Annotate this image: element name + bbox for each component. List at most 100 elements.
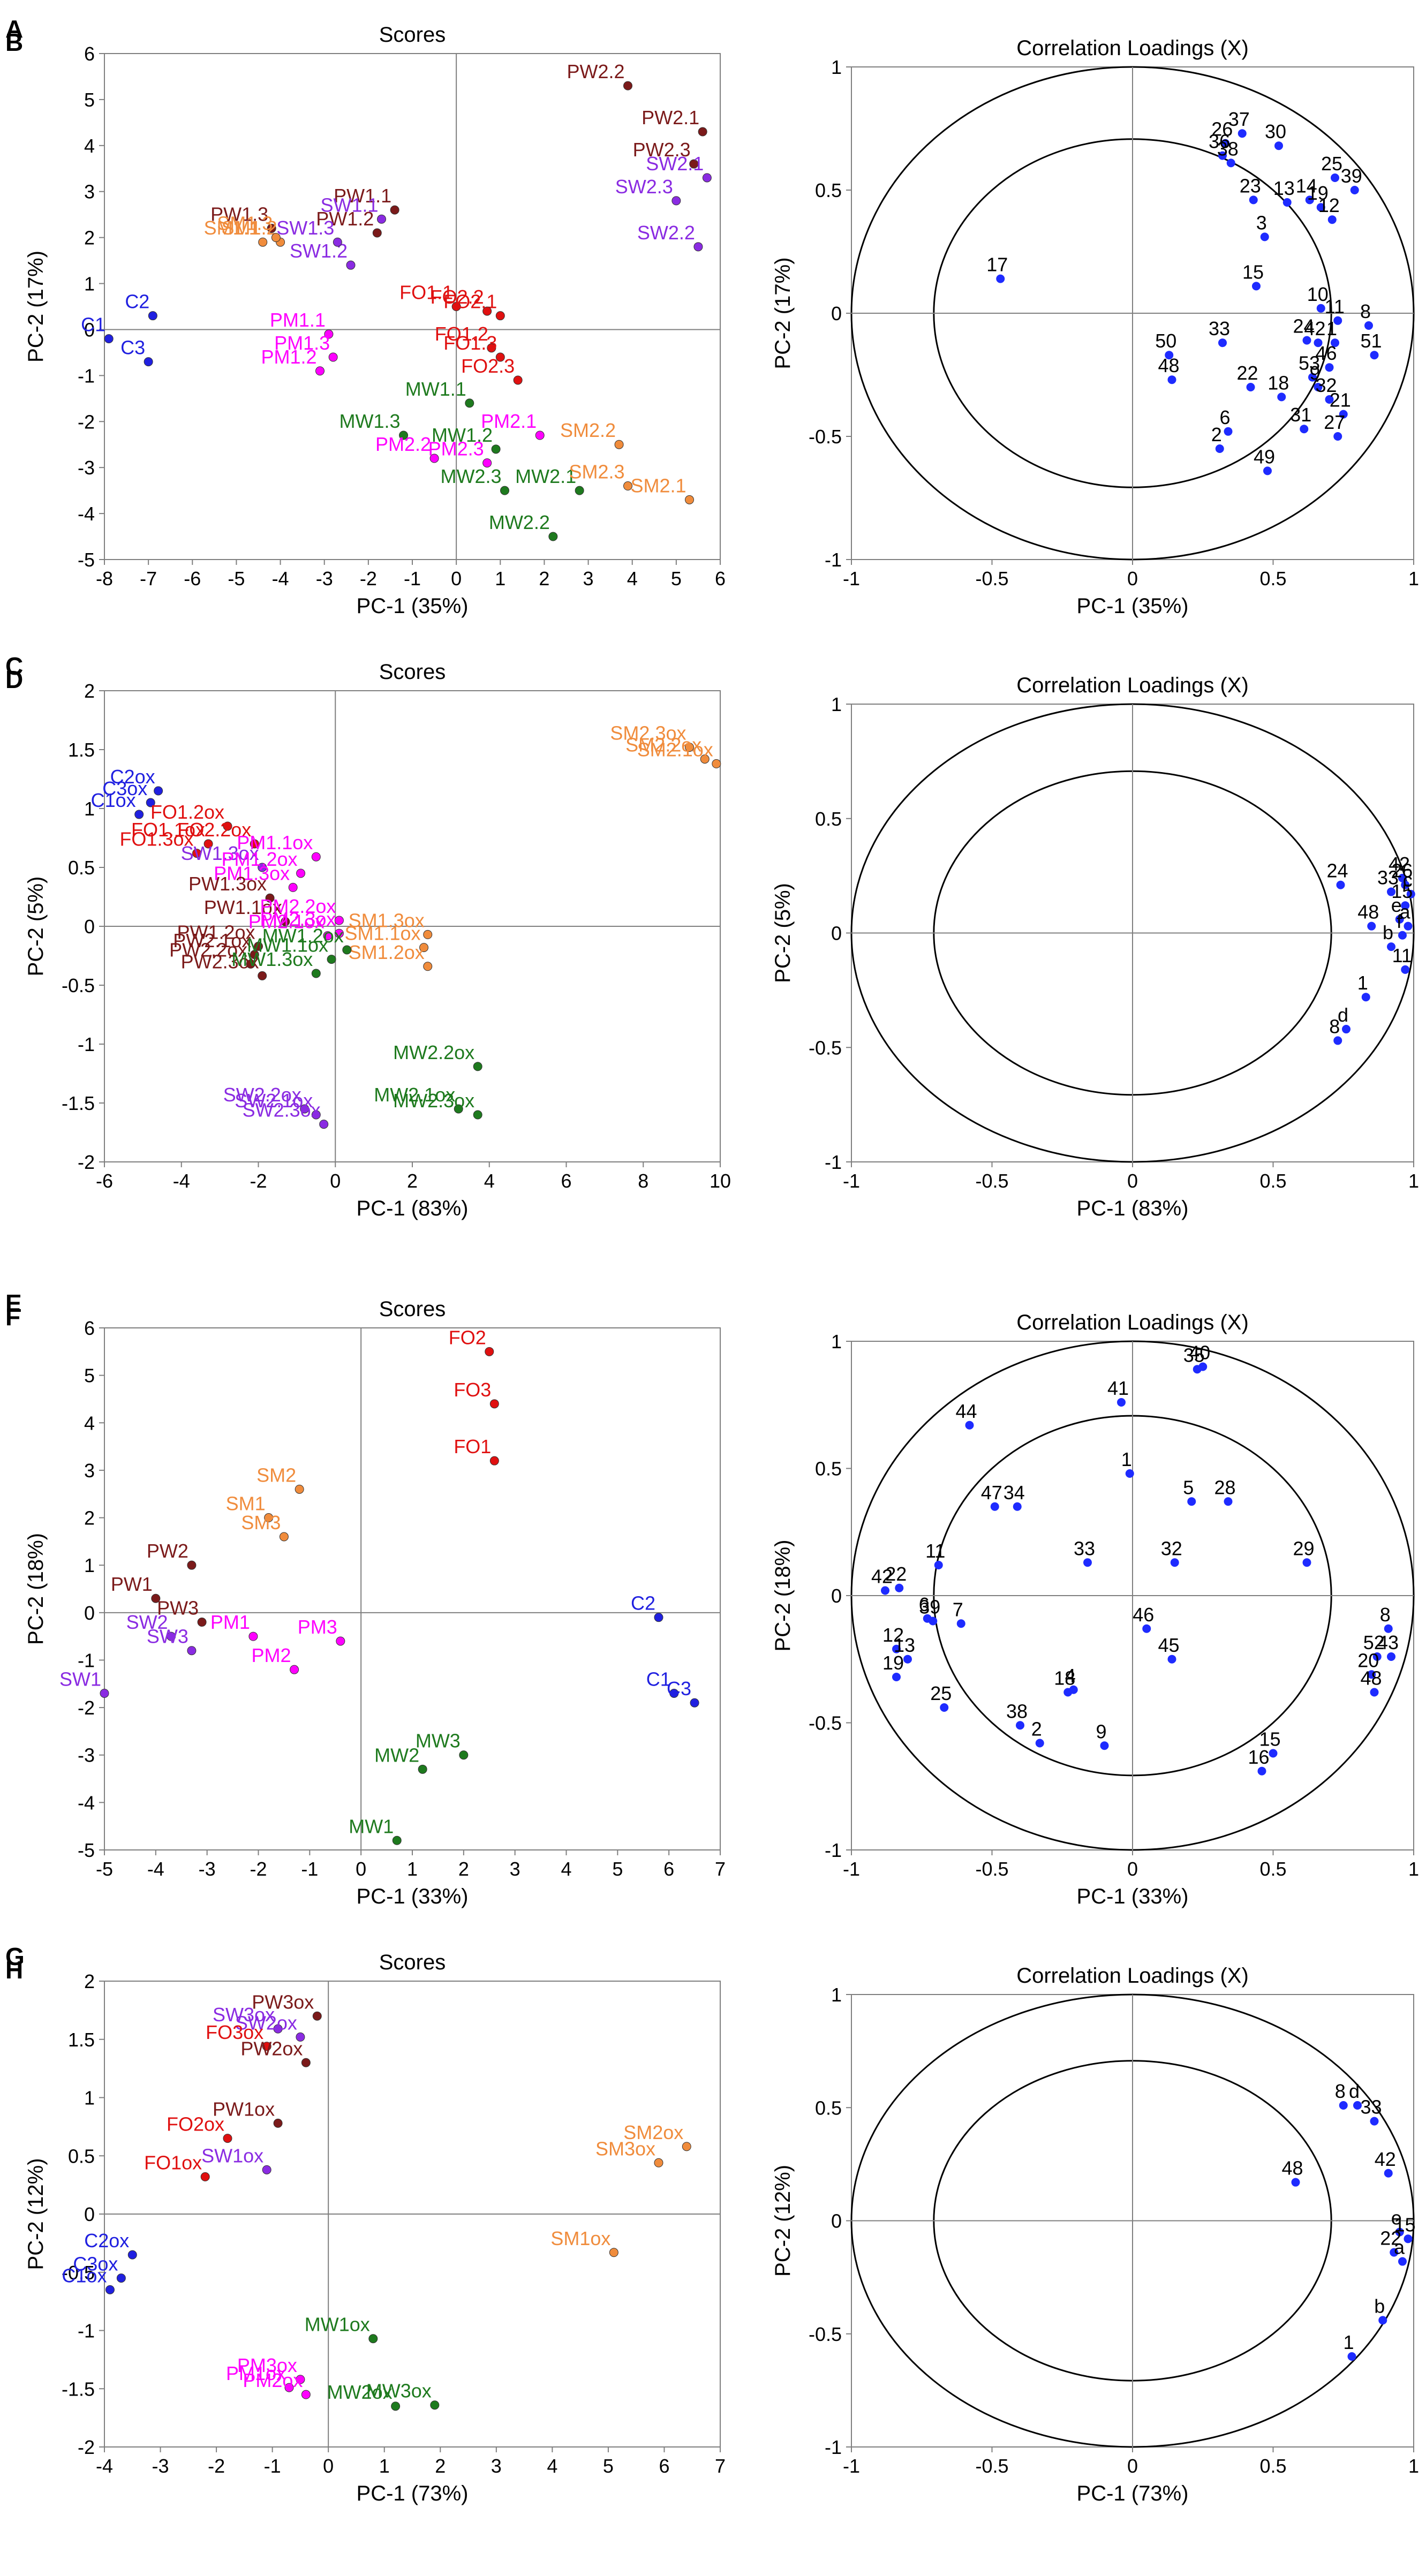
loading-point (1364, 321, 1373, 330)
score-point (265, 893, 275, 903)
loading-point-label: 26 (1211, 118, 1233, 140)
score-point-label: PM3ox (237, 2354, 297, 2376)
x-tick-label: 0.5 (1259, 2455, 1286, 2477)
y-tick-label: 2 (84, 1970, 95, 1992)
chart-title: Correlation Loadings (X) (1016, 1311, 1249, 1334)
loading-point-label: 19 (1307, 182, 1329, 204)
loading-point-label: 38 (1006, 1700, 1028, 1722)
x-tick-label: 10 (710, 1170, 731, 1192)
score-point (575, 486, 584, 495)
score-point (333, 237, 342, 247)
loading-point-label: 42 (1375, 2148, 1396, 2170)
x-tick-label: 3 (583, 568, 594, 590)
score-point (489, 1399, 499, 1409)
loading-point-label: 32 (1315, 374, 1337, 396)
score-point-label: MW1.1 (405, 378, 466, 400)
score-point-label: SW2.2 (637, 222, 695, 244)
score-point (267, 223, 276, 233)
score-point-label: PW1.2ox (177, 921, 255, 943)
score-point (473, 1062, 482, 1071)
score-point-label: C2 (125, 291, 149, 313)
score-point-label: FO3 (454, 1379, 491, 1401)
x-tick-label: 6 (659, 2455, 669, 2477)
loading-point-label: 18 (1267, 372, 1289, 394)
loading-point (1406, 889, 1415, 898)
score-point (392, 1835, 402, 1845)
loading-point (892, 1644, 901, 1653)
score-point (685, 743, 694, 752)
loading-point-label: 37 (1228, 108, 1250, 130)
score-point-label: SW2.3ox (243, 1099, 321, 1121)
score-point-label: PM1 (210, 1611, 250, 1633)
score-point (495, 352, 505, 362)
loading-point-label: 22 (885, 1563, 907, 1585)
score-point-label: PW2.1 (642, 107, 699, 129)
score-point (296, 2375, 305, 2384)
y-axis-label: PC-2 (17%) (771, 258, 795, 369)
score-point (712, 759, 721, 768)
score-point-label: SM2 (256, 1464, 296, 1486)
score-point-label: FO1.2 (435, 323, 488, 345)
score-point-label: FO2.3 (461, 355, 515, 377)
loading-point-label: 8 (1329, 1015, 1340, 1037)
y-tick-label: -2 (78, 2436, 95, 2458)
loading-point (1302, 1558, 1311, 1567)
loading-point-label: 6 (919, 1593, 930, 1615)
panel-h: H Correlation Loadings (X) -1 -0.5 0 0.5 1 -1 -0… (5, 1956, 1419, 2505)
y-tick-label: 1 (84, 1554, 95, 1576)
x-tick-label: 0 (323, 2455, 334, 2477)
loading-point (1395, 2227, 1404, 2237)
loading-point-label: 18 (1054, 1667, 1075, 1689)
score-point (127, 2250, 137, 2260)
loading-point-label: 25 (930, 1682, 952, 1704)
score-point-label: SM2.3 (569, 461, 624, 483)
score-point-label: PW1.2 (316, 208, 374, 230)
score-point (311, 852, 321, 862)
score-point (334, 928, 344, 938)
x-tick-label: -1 (843, 1858, 860, 1880)
loading-point (1142, 1624, 1151, 1633)
loading-point (1252, 282, 1261, 291)
loading-point-label: 46 (1315, 342, 1337, 364)
score-point-label: SW2ox (235, 2012, 297, 2034)
score-point (281, 917, 290, 926)
score-point (319, 1120, 329, 1129)
panel-letter: H (5, 1956, 23, 1984)
score-point (548, 532, 558, 541)
loading-point-label: 12 (882, 1624, 904, 1646)
score-point-label: PW2.2 (567, 61, 624, 82)
score-point-label: SW3 (147, 1626, 188, 1648)
score-point-label: C3ox (73, 2253, 118, 2275)
loading-point-label: 23 (1240, 175, 1261, 197)
loading-point (1224, 427, 1233, 436)
x-tick-label: 5 (603, 2455, 614, 2477)
score-point (323, 931, 333, 941)
x-tick-label: -0.5 (975, 568, 1008, 590)
score-point (459, 1750, 469, 1760)
x-tick-label: 6 (663, 1858, 674, 1880)
loading-point (929, 1616, 938, 1626)
y-tick-label: 0.5 (815, 2097, 842, 2119)
score-point (368, 2334, 378, 2344)
loading-point (1238, 129, 1247, 138)
loading-point (1339, 2101, 1348, 2110)
score-point (258, 863, 267, 872)
score-point (535, 430, 545, 440)
loading-point (996, 274, 1005, 283)
loading-point (1100, 1741, 1109, 1750)
score-point (290, 1665, 299, 1674)
score-point (295, 1484, 304, 1494)
loading-point-label: 20 (1357, 1649, 1379, 1671)
x-tick-label: -1 (843, 2455, 860, 2477)
score-point-label: MW1 (349, 1815, 394, 1837)
score-point-label: C3 (120, 337, 145, 359)
loading-point (1387, 942, 1395, 951)
score-point (301, 2390, 311, 2399)
x-tick-label: 2 (435, 2455, 446, 2477)
score-point (623, 81, 632, 90)
loading-point (1165, 351, 1174, 360)
score-point-label: FO1ox (144, 2151, 202, 2173)
loading-point (1117, 1398, 1126, 1407)
y-tick-label: 6 (84, 43, 95, 65)
